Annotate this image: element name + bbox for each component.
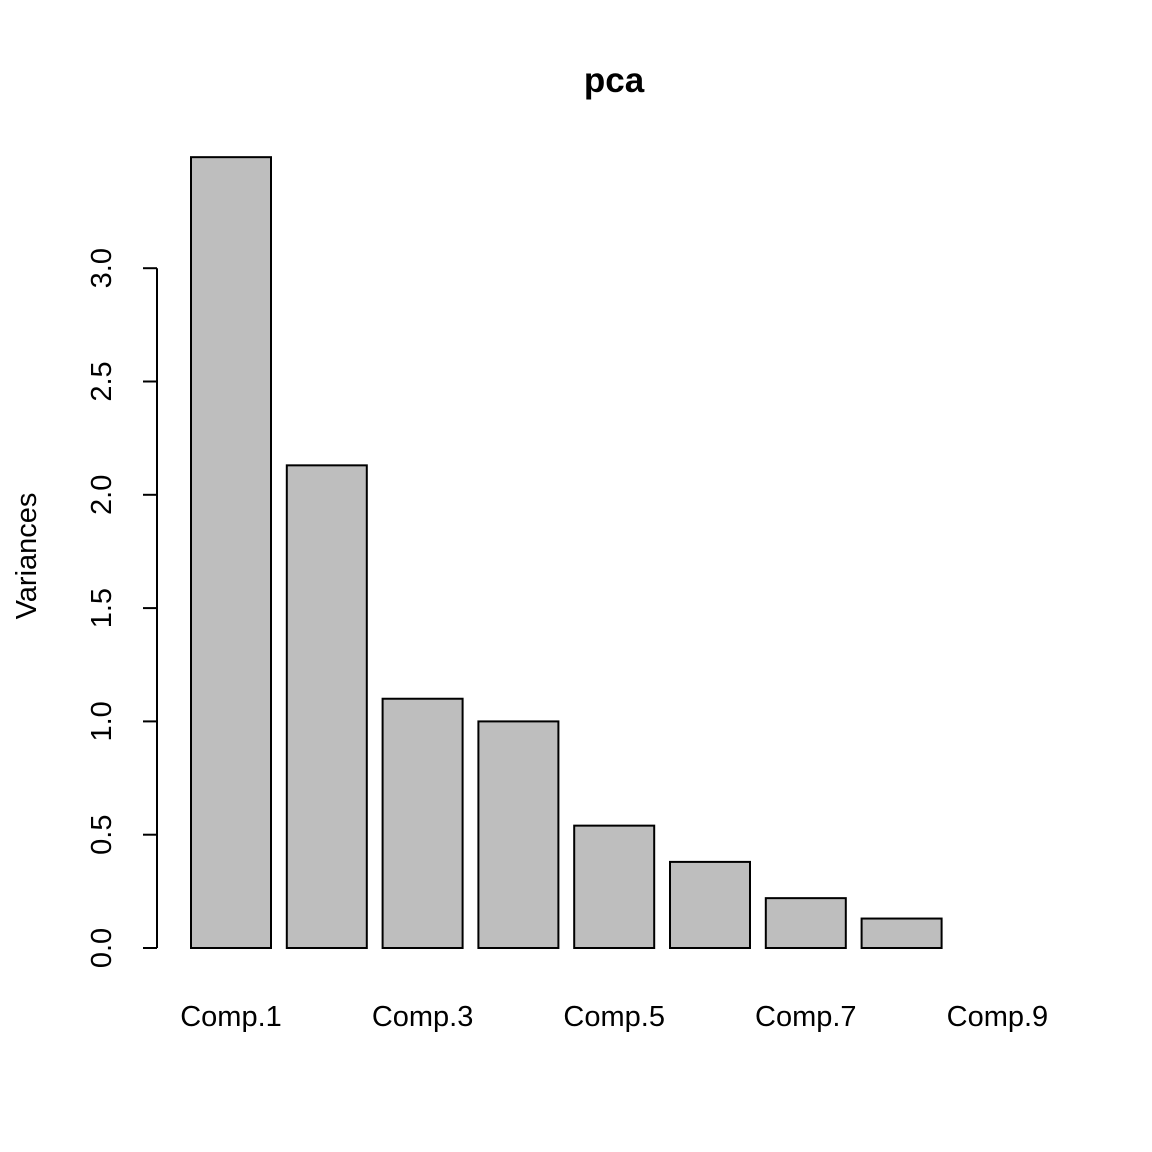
y-tick-label: 0.0: [86, 928, 118, 968]
x-axis-labels: Comp.1 Comp.3 Comp.5 Comp.7 Comp.9: [180, 1001, 1048, 1033]
y-axis-label: Variances: [11, 493, 43, 620]
x-tick-label: Comp.1: [180, 1001, 282, 1033]
bar-comp-5: [573, 824, 656, 949]
bars-group: [190, 156, 943, 950]
y-tick-label: 0.5: [86, 815, 118, 855]
x-tick-label: Comp.3: [372, 1001, 474, 1033]
bar-comp-8: [860, 917, 943, 949]
y-tick-label: 1.0: [86, 701, 118, 741]
x-tick-label: Comp.5: [563, 1001, 665, 1033]
y-axis: 0.0 0.5 1.0 1.5 2.0 2.5 3.0: [86, 248, 158, 968]
bar-comp-3: [381, 697, 464, 949]
bar-comp-2: [285, 464, 368, 949]
chart-title: pca: [584, 61, 645, 100]
y-tick-label: 1.5: [86, 588, 118, 628]
y-tick-label: 3.0: [86, 248, 118, 288]
bar-comp-7: [764, 897, 847, 950]
y-tick-label: 2.0: [86, 475, 118, 515]
y-tick-label: 2.5: [86, 361, 118, 401]
bar-comp-6: [669, 860, 751, 950]
bar-comp-4: [477, 720, 560, 950]
x-tick-label: Comp.7: [755, 1001, 857, 1033]
bar-comp-1: [190, 156, 272, 949]
x-tick-label: Comp.9: [947, 1001, 1049, 1033]
